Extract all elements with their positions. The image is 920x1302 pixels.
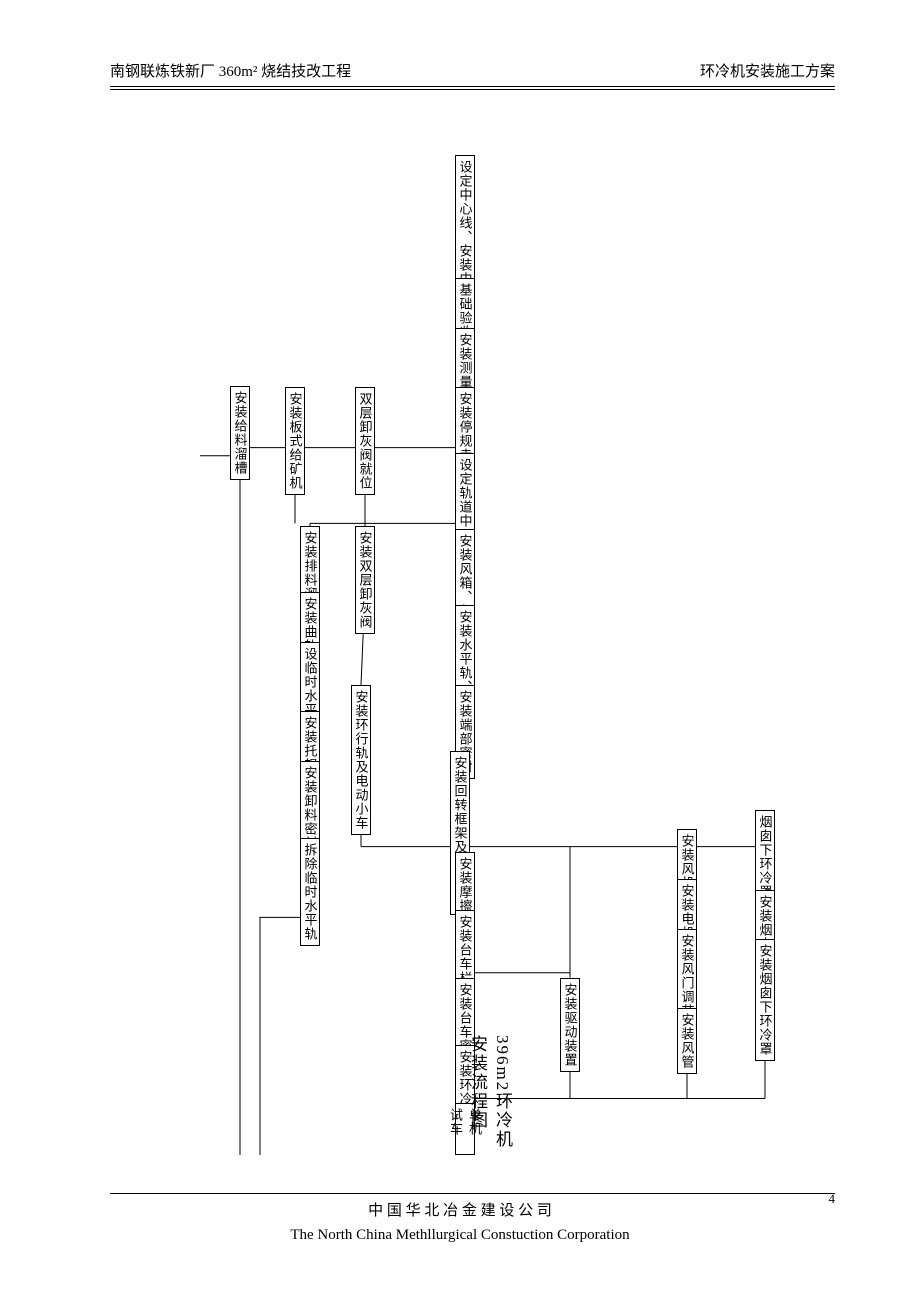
- footer-cn: 中 国 华 北 冶 金 建 设 公 司: [0, 1199, 920, 1223]
- flowchart-node: 安装风管: [677, 1008, 697, 1074]
- flowchart-node: 安装环行轨及电动小车: [351, 685, 371, 835]
- flowchart: 设定中心线、安装中心标桩基础验收安装测量台安装停规走台设定轨道中心线安装风箱、灰…: [115, 155, 805, 1155]
- flowchart-node: 安装给料溜槽: [230, 386, 250, 480]
- header-left: 南钢联炼铁新厂 360m² 烧结技改工程: [110, 60, 351, 81]
- flowchart-node: 安装烟囱下环冷罩: [755, 939, 775, 1061]
- flowchart-node: 拆除临时水平轨: [300, 838, 320, 946]
- flowchart-node: 安装驱动装置: [560, 978, 580, 1072]
- flowchart-node: 双层卸灰阀就位: [355, 387, 375, 495]
- flowchart-node: 安装板式给矿机: [285, 387, 305, 495]
- footer-en: The North China Methllurgical Constuctio…: [0, 1223, 920, 1247]
- header-rule: [110, 86, 835, 87]
- diagram-caption: 396m2环冷机安装流程图: [465, 1035, 515, 1155]
- page-footer: 中 国 华 北 冶 金 建 设 公 司 The North China Meth…: [0, 1199, 920, 1247]
- flowchart-node: 安装双层卸灰阀: [355, 526, 375, 634]
- header-right: 环冷机安装施工方案: [700, 60, 835, 81]
- footer-rule: [110, 1193, 835, 1194]
